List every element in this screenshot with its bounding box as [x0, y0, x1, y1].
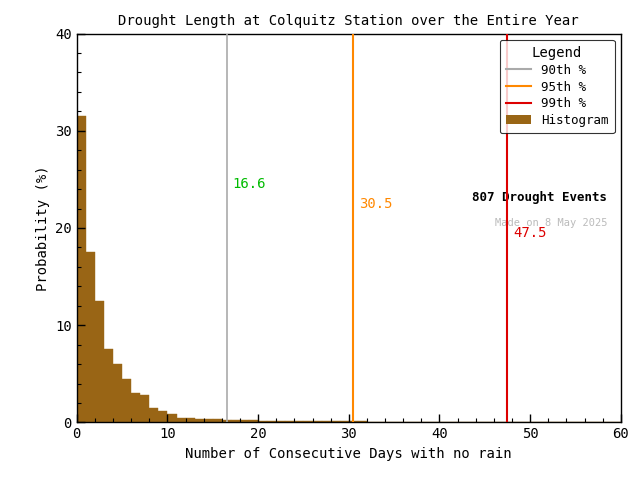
Bar [104, 349, 113, 422]
X-axis label: Number of Consecutive Days with no rain: Number of Consecutive Days with no rain [186, 447, 512, 461]
Bar [158, 411, 168, 422]
Text: 47.5: 47.5 [513, 226, 547, 240]
Text: 807 Drought Events: 807 Drought Events [472, 191, 607, 204]
Bar [231, 420, 240, 422]
Bar [312, 421, 321, 422]
Bar [285, 421, 294, 422]
Bar [122, 379, 131, 422]
Bar [86, 252, 95, 422]
Bar [303, 421, 312, 422]
Bar [131, 393, 140, 422]
Y-axis label: Probability (%): Probability (%) [36, 165, 50, 291]
Bar [276, 421, 285, 422]
Bar [77, 116, 86, 422]
Bar [168, 414, 177, 422]
Text: 30.5: 30.5 [359, 197, 392, 211]
Text: Made on 8 May 2025: Made on 8 May 2025 [495, 218, 607, 228]
Bar [358, 421, 367, 422]
Bar [240, 420, 249, 422]
Bar [268, 421, 276, 422]
Bar [331, 421, 340, 422]
Bar [249, 420, 258, 422]
Bar [186, 418, 195, 422]
Bar [149, 408, 158, 422]
Bar [140, 395, 149, 422]
Bar [95, 301, 104, 422]
Bar [294, 421, 303, 422]
Bar [258, 421, 268, 422]
Text: 16.6: 16.6 [233, 177, 266, 191]
Bar [212, 420, 222, 422]
Bar [340, 421, 349, 422]
Bar [177, 418, 186, 422]
Bar [204, 419, 212, 422]
Bar [222, 420, 231, 422]
Bar [113, 364, 122, 422]
Bar [195, 419, 204, 422]
Legend: 90th %, 95th %, 99th %, Histogram: 90th %, 95th %, 99th %, Histogram [500, 40, 614, 133]
Title: Drought Length at Colquitz Station over the Entire Year: Drought Length at Colquitz Station over … [118, 14, 579, 28]
Bar [321, 421, 331, 422]
Bar [349, 421, 358, 422]
